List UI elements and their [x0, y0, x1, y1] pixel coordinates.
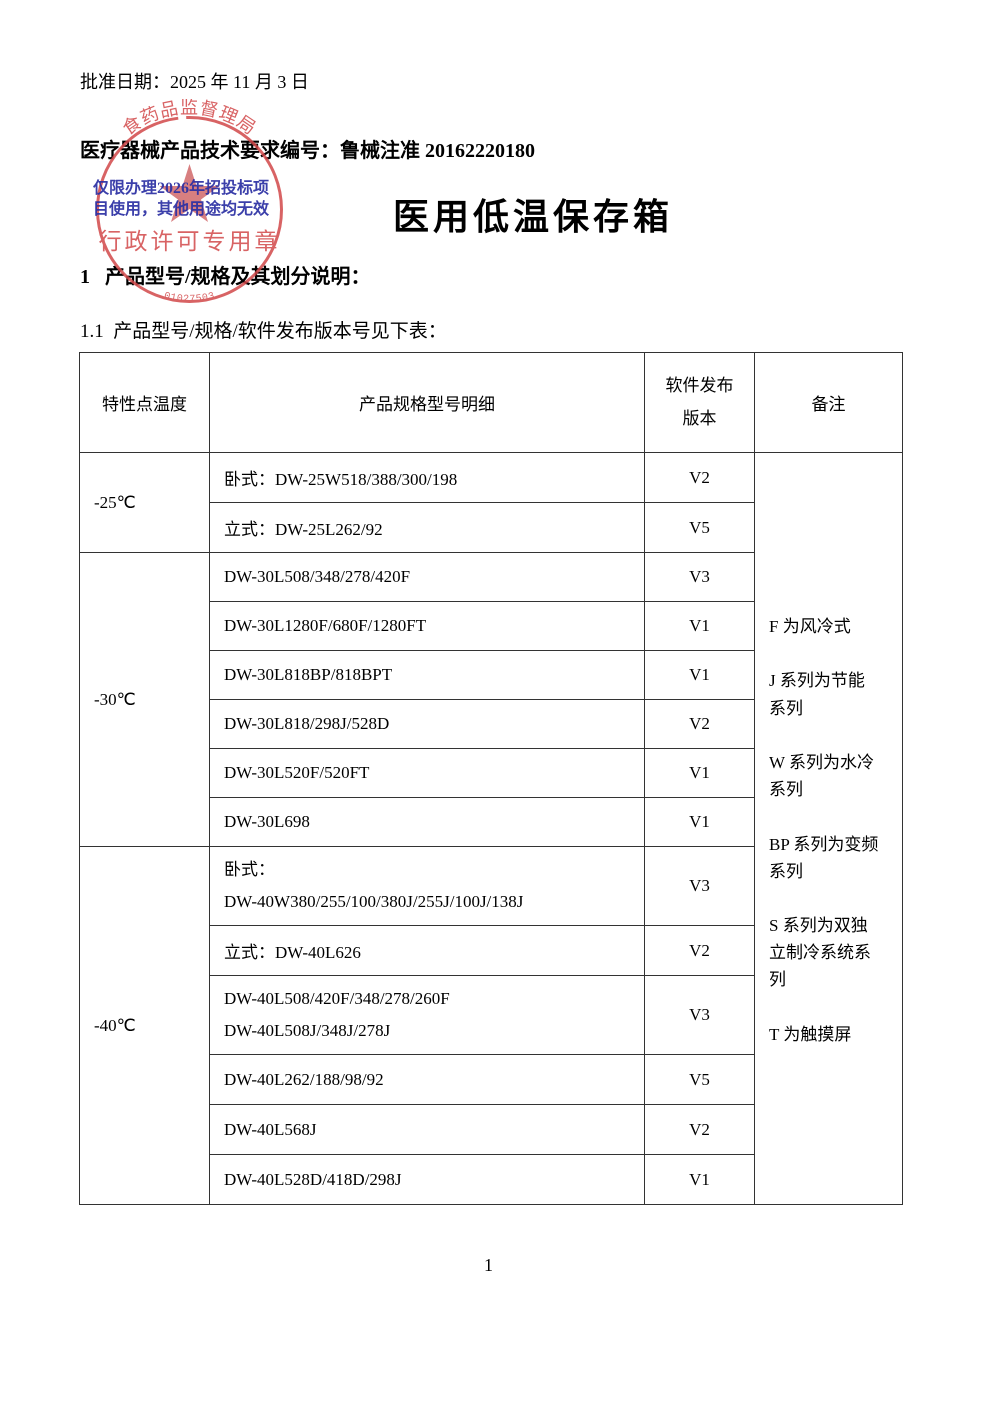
svg-text:01027503: 01027503	[163, 291, 217, 305]
svg-text:行政许可专用章: 行政许可专用章	[99, 229, 281, 254]
